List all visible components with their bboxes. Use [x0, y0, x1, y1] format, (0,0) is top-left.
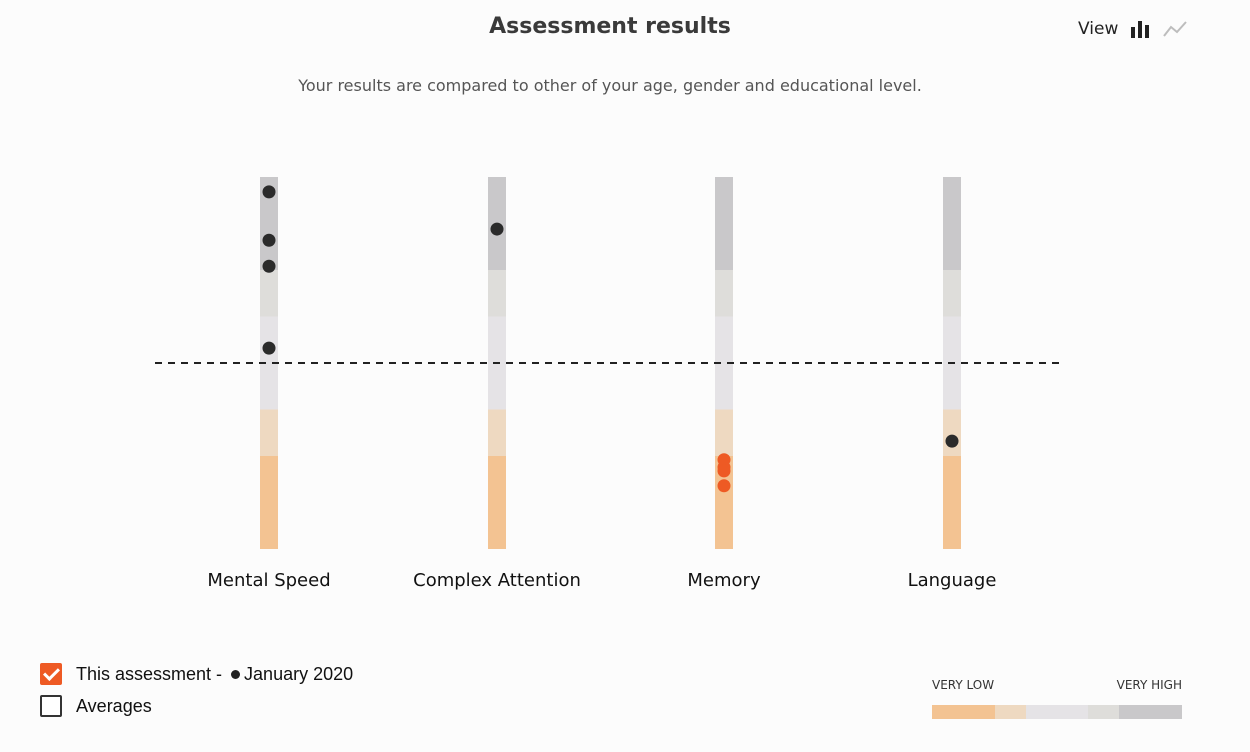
memory-band-very-low	[715, 456, 733, 549]
mental-speed-band-average	[260, 316, 278, 410]
language-band-low	[943, 409, 961, 456]
averages-checkbox[interactable]	[40, 695, 62, 717]
category-label-memory: Memory	[687, 570, 761, 591]
data-point-memory-3	[717, 464, 731, 478]
line-chart-icon[interactable]	[1162, 18, 1188, 40]
complex-attention-band-high	[488, 270, 506, 317]
assessment-date: January 2020	[244, 663, 354, 684]
category-label-complex-attention: Complex Attention	[413, 570, 581, 591]
memory-band-very-high	[715, 177, 733, 270]
scale-legend: VERY LOW VERY HIGH	[932, 678, 1182, 719]
memory-band-low	[715, 409, 733, 456]
scale-high-label: VERY HIGH	[1116, 678, 1182, 692]
data-point-language-1	[945, 434, 959, 448]
scale-segment-3	[1026, 705, 1088, 719]
view-toggle: View	[1078, 18, 1188, 40]
this-assessment-option[interactable]: This assessment - January 2020	[40, 658, 353, 690]
data-point-mental-speed-2	[262, 233, 276, 247]
scale-segment-2	[995, 705, 1026, 719]
bar-chart-icon[interactable]	[1128, 18, 1152, 40]
mental-speed-band-low	[260, 409, 278, 456]
bullet-icon	[231, 669, 241, 679]
mental-speed-band-very-high	[260, 177, 278, 270]
category-label-mental-speed: Mental Speed	[207, 570, 330, 591]
complex-attention-band-low	[488, 409, 506, 456]
category-label-language: Language	[908, 570, 997, 591]
this-assessment-checkbox[interactable]	[40, 663, 62, 685]
scale-segment-1	[932, 705, 995, 719]
language-band-very-high	[943, 177, 961, 270]
data-point-mental-speed-3	[262, 259, 276, 273]
averages-label: Averages	[76, 695, 152, 716]
memory-band-average	[715, 316, 733, 410]
assessment-chart: Mental Speed Complex Attention Memory Langu…	[155, 177, 1062, 591]
scale-segment-4	[1088, 705, 1119, 719]
legend-checkboxes: This assessment - January 2020 Averages	[40, 658, 353, 722]
complex-attention-band-very-low	[488, 456, 506, 549]
scale-segment-5	[1119, 705, 1182, 719]
data-point-mental-speed-1	[262, 185, 276, 199]
data-point-mental-speed-4	[262, 341, 276, 355]
chart-subtitle: Your results are compared to other of yo…	[298, 76, 922, 95]
mental-speed-band-very-low	[260, 456, 278, 549]
scale-low-label: VERY LOW	[932, 678, 995, 692]
averages-option[interactable]: Averages	[40, 690, 353, 722]
data-point-complex-attention-1	[490, 222, 504, 236]
mental-speed-band-high	[260, 270, 278, 317]
memory-band-high	[715, 270, 733, 317]
scale-bar	[932, 705, 1182, 719]
language-band-high	[943, 270, 961, 317]
data-point-memory-4	[717, 479, 731, 493]
this-assessment-label: This assessment - January 2020	[76, 663, 354, 684]
view-label: View	[1078, 19, 1119, 39]
language-band-very-low	[943, 456, 961, 549]
chart-title: Assessment results	[489, 14, 731, 39]
